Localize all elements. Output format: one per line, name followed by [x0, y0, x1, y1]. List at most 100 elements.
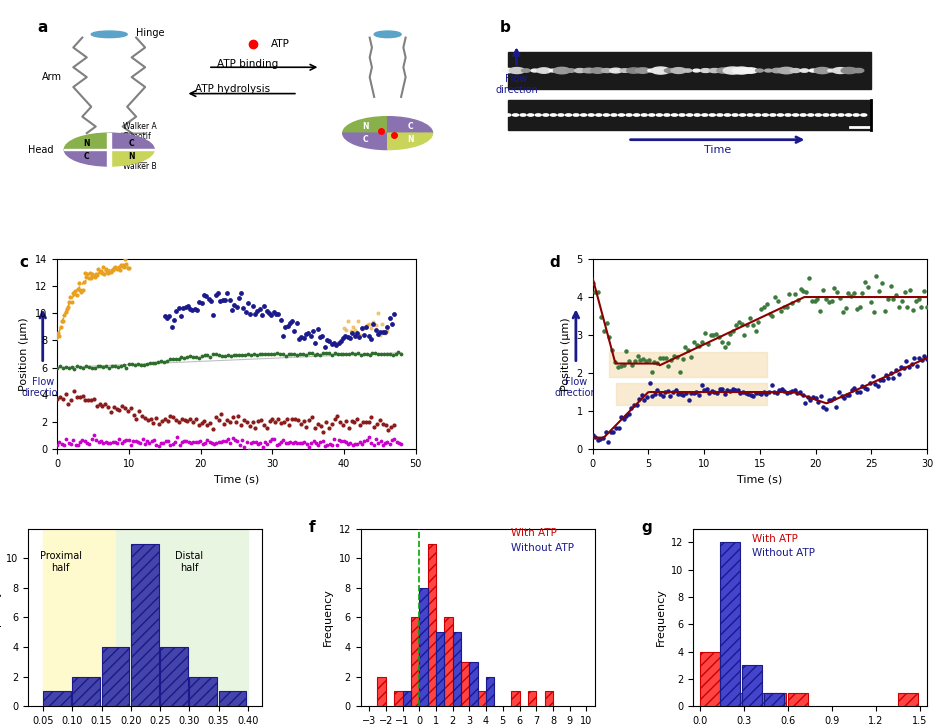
Circle shape — [793, 114, 798, 116]
Wedge shape — [342, 116, 388, 133]
Point — [261, 306, 276, 318]
Point — [661, 360, 676, 371]
Circle shape — [574, 68, 585, 73]
Point — [884, 367, 899, 379]
Point — [596, 325, 611, 337]
Point — [87, 362, 102, 373]
Point — [166, 314, 182, 326]
Point — [917, 350, 932, 362]
Point — [629, 399, 644, 411]
Point — [641, 355, 657, 366]
Point — [738, 387, 753, 399]
Point — [189, 304, 204, 316]
Circle shape — [513, 114, 518, 116]
Point — [350, 439, 365, 451]
Point — [327, 413, 342, 424]
Point — [766, 386, 781, 397]
Point — [139, 359, 154, 371]
Point — [751, 387, 766, 399]
Point — [595, 432, 610, 444]
Point — [796, 285, 811, 297]
FancyBboxPatch shape — [72, 676, 100, 706]
Point — [262, 416, 277, 427]
Point — [339, 348, 354, 360]
Point — [871, 285, 886, 297]
Point — [762, 308, 778, 320]
Point — [894, 361, 909, 373]
Point — [120, 405, 135, 417]
Point — [115, 259, 131, 271]
Point — [254, 414, 269, 426]
Circle shape — [683, 69, 692, 72]
Point — [129, 414, 144, 425]
Point — [69, 391, 84, 403]
Point — [65, 288, 80, 299]
Circle shape — [649, 114, 655, 116]
Point — [359, 348, 375, 360]
Point — [264, 433, 279, 445]
Point — [158, 435, 173, 447]
Point — [637, 394, 652, 405]
Point — [678, 387, 693, 398]
Point — [308, 437, 324, 448]
Point — [278, 350, 293, 362]
Point — [257, 436, 272, 448]
Point — [359, 320, 375, 331]
Point — [156, 357, 171, 368]
Point — [264, 349, 279, 360]
Point — [161, 435, 176, 447]
Circle shape — [852, 68, 864, 73]
Point — [280, 320, 295, 332]
Point — [728, 319, 744, 331]
Bar — [508, 100, 871, 130]
Point — [313, 420, 328, 432]
Point — [337, 323, 352, 334]
FancyBboxPatch shape — [745, 692, 764, 706]
Circle shape — [778, 114, 783, 116]
Point — [188, 436, 203, 448]
Point — [123, 402, 138, 414]
Point — [689, 387, 704, 398]
Point — [371, 348, 386, 360]
Text: C motif: C motif — [123, 132, 150, 141]
Circle shape — [808, 114, 814, 116]
Point — [122, 358, 137, 370]
Point — [114, 400, 130, 412]
Point — [824, 295, 839, 306]
Point — [334, 435, 349, 446]
Point — [353, 349, 368, 361]
Point — [96, 268, 112, 280]
Point — [82, 438, 97, 450]
FancyBboxPatch shape — [64, 149, 154, 151]
Point — [261, 349, 276, 360]
Text: c: c — [20, 256, 28, 270]
Point — [79, 437, 95, 448]
Point — [229, 349, 244, 360]
Point — [374, 349, 389, 360]
Text: Walker A: Walker A — [123, 122, 156, 131]
FancyBboxPatch shape — [742, 665, 762, 706]
Point — [361, 319, 377, 331]
Point — [775, 383, 790, 395]
Point — [885, 293, 901, 305]
Point — [366, 318, 381, 330]
Point — [241, 444, 256, 456]
Point — [714, 383, 729, 395]
Point — [78, 268, 93, 280]
Point — [920, 301, 935, 312]
Point — [826, 392, 841, 404]
Circle shape — [509, 68, 525, 74]
Point — [667, 349, 682, 361]
Point — [723, 385, 738, 397]
Point — [276, 435, 291, 446]
Circle shape — [567, 69, 575, 72]
Point — [604, 426, 619, 438]
Point — [271, 309, 286, 320]
Point — [298, 349, 313, 360]
Point — [215, 349, 230, 361]
Point — [219, 435, 234, 447]
FancyBboxPatch shape — [469, 662, 478, 706]
Point — [225, 411, 240, 423]
Point — [768, 290, 783, 302]
Point — [897, 286, 912, 298]
